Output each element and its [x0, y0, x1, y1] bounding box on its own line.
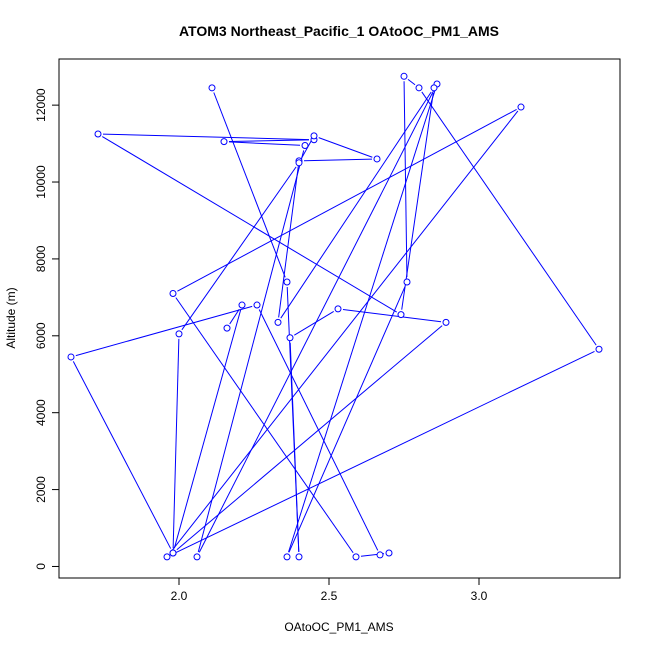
series-segment	[172, 338, 180, 549]
data-point	[442, 318, 450, 326]
data-point	[238, 301, 246, 309]
plot-points	[67, 72, 603, 561]
series-segment	[75, 305, 253, 357]
series-segment	[300, 140, 313, 159]
data-point	[301, 142, 309, 149]
series-segment	[229, 308, 240, 325]
data-point	[400, 72, 408, 80]
data-point	[310, 132, 318, 140]
data-point	[67, 353, 75, 361]
data-point	[274, 318, 282, 326]
series-segment	[278, 165, 299, 318]
data-point	[253, 301, 261, 309]
data-point	[283, 278, 291, 286]
x-tick-label: 3.0	[471, 589, 488, 603]
series-segment	[72, 361, 172, 549]
data-point	[595, 345, 603, 353]
series-segment	[288, 88, 436, 553]
series-segment	[171, 350, 595, 556]
y-tick-label: 4000	[34, 399, 48, 426]
y-axis: 0 2000 4000 6000 8000 10000 12000	[34, 88, 60, 570]
y-tick-label: 2000	[34, 476, 48, 503]
series-segment	[197, 150, 305, 553]
data-point	[286, 334, 294, 342]
y-tick-label: 8000	[34, 245, 48, 272]
series-segment	[173, 309, 242, 549]
series-segment	[401, 92, 434, 310]
series-segment	[228, 141, 301, 146]
data-point	[169, 549, 177, 557]
data-point	[283, 553, 291, 561]
data-point	[352, 553, 360, 561]
y-tick-label: 6000	[34, 322, 48, 349]
data-point	[415, 84, 423, 92]
data-point	[376, 551, 384, 559]
data-point	[403, 278, 411, 286]
data-point	[94, 130, 102, 138]
data-point	[334, 305, 342, 313]
series-segment	[280, 91, 432, 319]
x-tick-label: 2.0	[171, 589, 188, 603]
series-segment	[258, 309, 379, 551]
series-segment	[102, 136, 397, 313]
series-segment	[175, 297, 354, 554]
data-point	[397, 311, 405, 319]
series-segment	[213, 92, 286, 278]
data-point	[175, 330, 183, 338]
series-segment	[407, 78, 416, 86]
data-point	[193, 553, 201, 561]
series-segment	[102, 133, 310, 141]
chart-title: ATOM3 Northeast_Pacific_1 OAtoOC_PM1_AMS	[179, 23, 499, 39]
data-point	[220, 138, 228, 146]
series-segment	[294, 311, 334, 336]
series-segment	[176, 325, 443, 551]
series-segment	[403, 81, 408, 277]
y-tick-label: 12000	[34, 88, 48, 122]
series-segment	[421, 91, 597, 346]
x-axis-label: OAtoOC_PM1_AMS	[284, 620, 393, 634]
y-tick-label: 10000	[34, 165, 48, 199]
data-point	[223, 324, 231, 332]
data-point	[373, 155, 381, 163]
data-point	[517, 103, 525, 111]
plot-lines	[72, 78, 597, 557]
series-segment	[318, 137, 373, 158]
series-segment	[303, 158, 373, 162]
data-point	[430, 84, 438, 92]
data-point	[208, 84, 216, 92]
series-segment	[288, 286, 406, 553]
data-point	[295, 159, 303, 167]
series-segment	[181, 166, 297, 331]
data-point	[169, 290, 177, 298]
data-point	[163, 553, 171, 561]
series-segment	[198, 88, 436, 553]
series-segment	[289, 342, 300, 552]
y-axis-label: Altitude (m)	[4, 287, 18, 348]
y-tick-label: 0	[34, 563, 48, 570]
plot-frame	[58, 58, 621, 579]
data-point	[295, 553, 303, 561]
data-point	[385, 549, 393, 557]
series-segment	[228, 139, 310, 143]
series-segment	[169, 110, 519, 554]
series-segment	[177, 108, 517, 292]
x-tick-label: 2.5	[321, 589, 338, 603]
